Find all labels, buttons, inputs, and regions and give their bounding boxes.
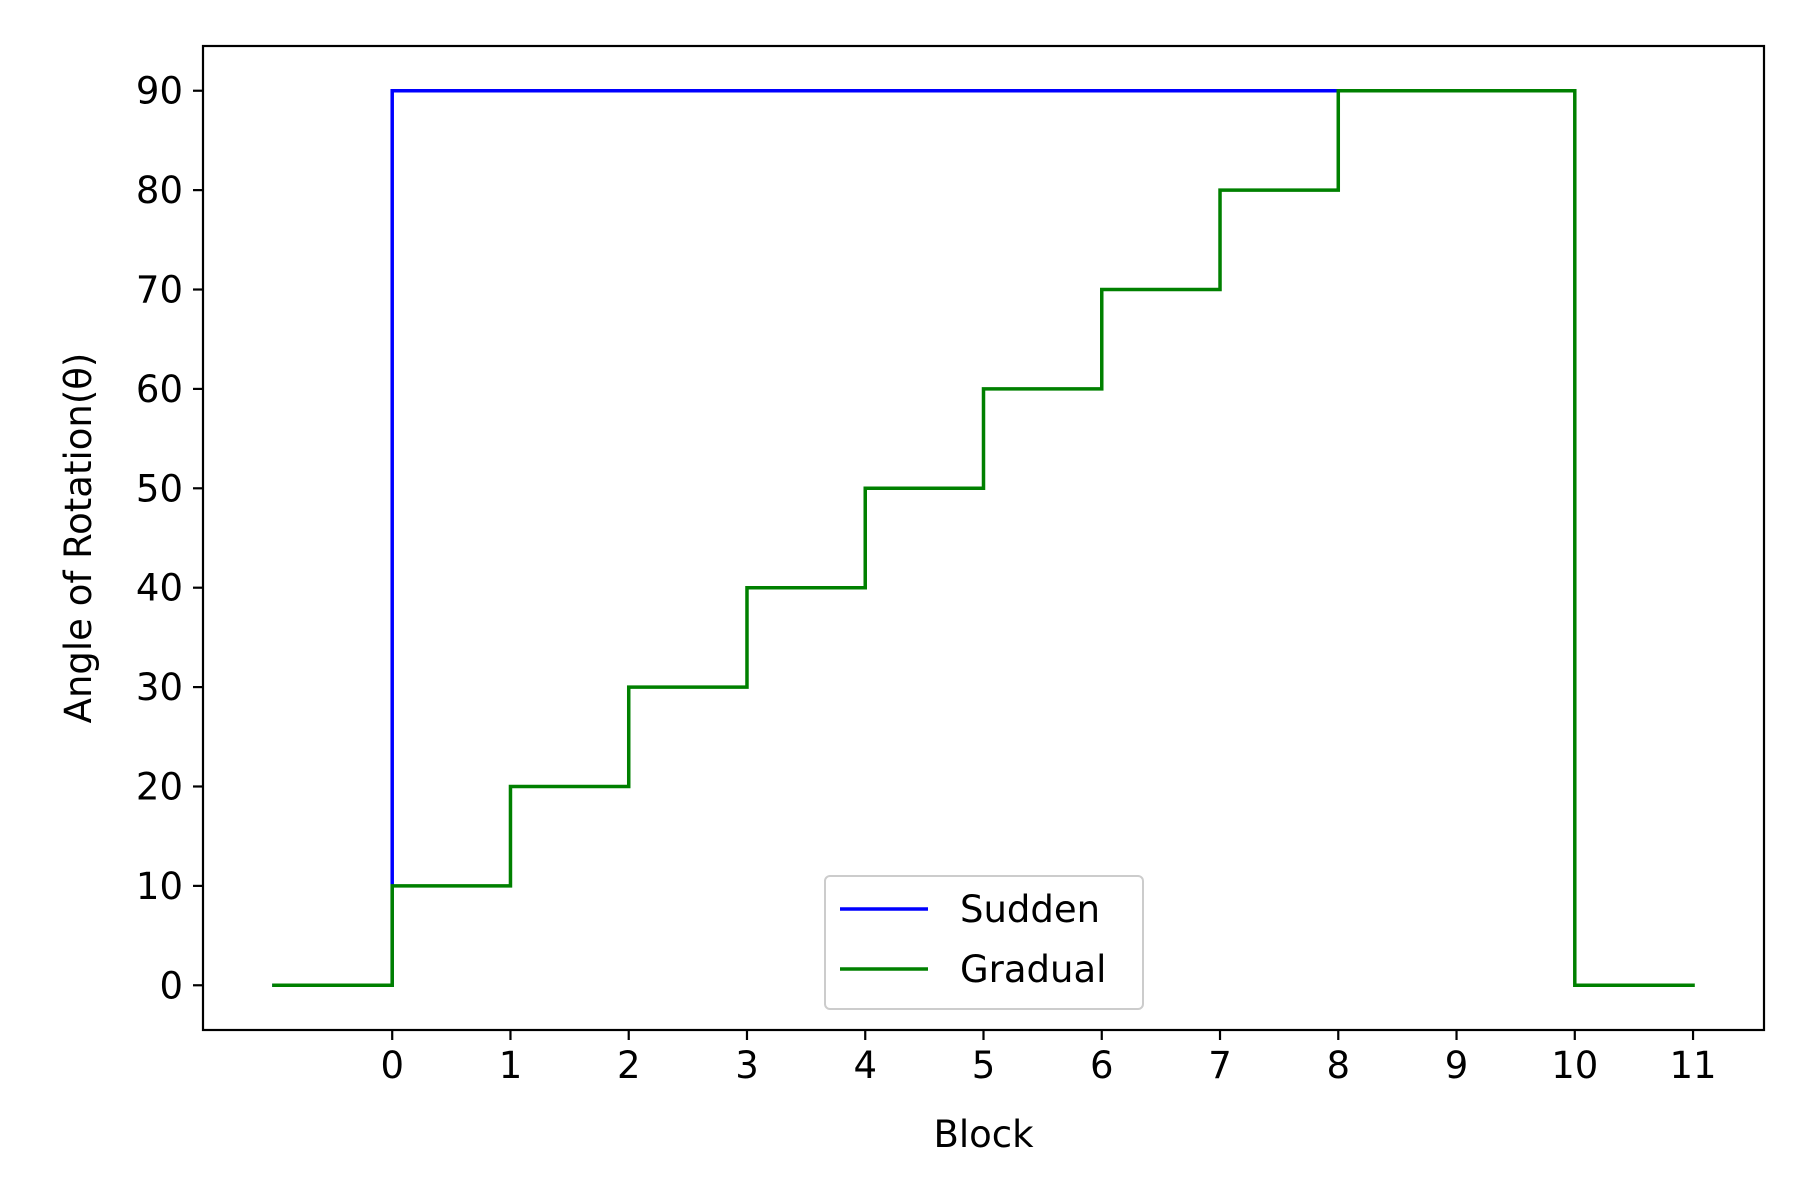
x-tick-label: 7 — [1208, 1044, 1232, 1087]
x-tick-label: 10 — [1551, 1044, 1598, 1087]
x-tick-label: 9 — [1445, 1044, 1469, 1087]
x-axis-label: Block — [933, 1113, 1034, 1156]
x-tick-label: 3 — [735, 1044, 759, 1087]
y-tick-label: 20 — [136, 765, 183, 808]
y-tick-label: 70 — [136, 269, 183, 312]
legend-label-sudden: Sudden — [960, 888, 1100, 931]
legend: Sudden Gradual — [824, 875, 1144, 1010]
x-tick-label: 6 — [1090, 1044, 1114, 1087]
x-tick-label: 8 — [1326, 1044, 1350, 1087]
y-tick-label: 40 — [136, 567, 183, 610]
y-tick-label: 90 — [136, 70, 183, 113]
y-tick-label: 30 — [136, 666, 183, 709]
legend-label-gradual: Gradual — [960, 948, 1106, 991]
y-tick-label: 0 — [159, 964, 183, 1007]
x-tick-label: 4 — [853, 1044, 877, 1087]
series-line-gradual — [272, 88, 1695, 988]
y-axis-ticks: 0 10 20 30 40 50 60 70 80 90 — [136, 70, 203, 1007]
series-line-sudden — [272, 88, 1341, 988]
x-tick-label: 1 — [499, 1044, 523, 1087]
x-tick-label: 5 — [972, 1044, 996, 1087]
x-tick-label: 2 — [617, 1044, 641, 1087]
x-tick-label: 0 — [380, 1044, 404, 1087]
y-axis-label: Angle of Rotation(θ) — [57, 353, 100, 724]
y-tick-label: 80 — [136, 169, 183, 212]
y-tick-label: 60 — [136, 368, 183, 411]
y-tick-label: 50 — [136, 467, 183, 510]
series-layer — [272, 88, 1695, 988]
x-tick-label: 11 — [1669, 1044, 1716, 1087]
x-axis-ticks: 0 1 2 3 4 5 6 7 8 9 10 11 — [380, 1030, 1717, 1087]
y-tick-label: 10 — [136, 865, 183, 908]
